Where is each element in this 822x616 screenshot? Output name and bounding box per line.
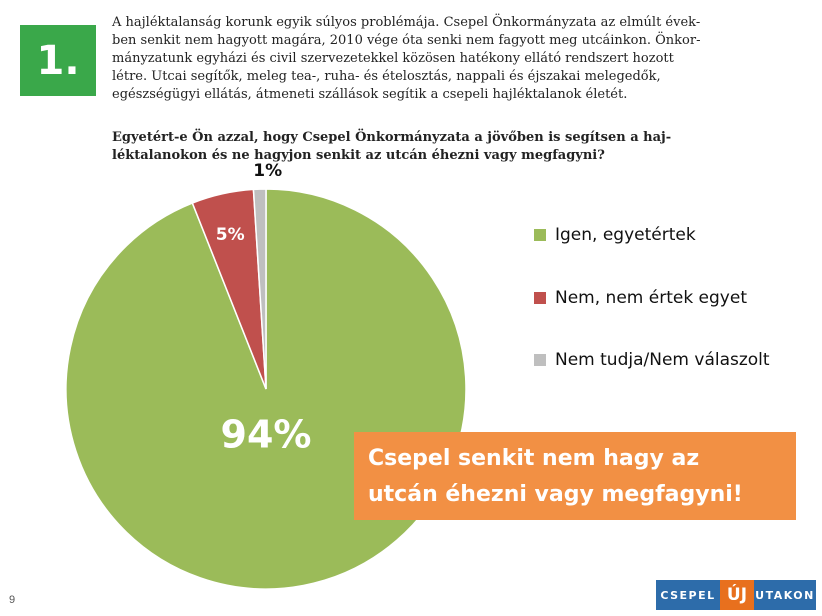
survey-question: Egyetért-e Ön azzal, hogy Csepel Önkormá… [112,129,788,165]
legend-item-nem: Nem, nem értek egyet [534,285,747,311]
question-number-badge: 1. [20,25,96,96]
question-line: Egyetért-e Ön azzal, hogy Csepel Önkormá… [112,130,672,145]
page-number: 9 [9,594,16,606]
pie-data-label: 1% [253,161,282,181]
callout-banner: Csepel senkit nem hagy az utcán éhezni v… [354,432,796,520]
callout-line: utcán éhezni vagy megfagyni! [368,482,743,507]
intro-line: ben senkit nem hagyott magára, 2010 vége… [112,33,701,48]
pie-data-label: 5% [216,225,245,245]
legend-item-nem-tudja: Nem tudja/Nem válaszolt [534,347,770,373]
legend-item-igen: Igen, egyetértek [534,222,696,248]
question-line: léktalanokon és ne hagyjon senkit az utc… [112,148,605,163]
intro-line: létre. Utcai segítők, meleg tea-, ruha- … [112,69,661,84]
brand-middle-text: ÚJ [720,580,754,610]
pie-slices [65,188,467,590]
legend-swatch-nem [534,292,546,304]
legend-label-nem-tudja: Nem tudja/Nem válaszolt [555,350,770,370]
legend-swatch-igen [534,229,546,241]
pie-labels: 94% 5% 1% [216,161,312,456]
intro-line: egészségügyi ellátás, átmeneti szállások… [112,87,628,102]
callout-line: Csepel senkit nem hagy az [368,446,700,471]
pie-slice [252,188,267,390]
intro-line: A hajléktalanság korunk egyik súlyos pro… [112,15,701,30]
brand-logo: CSEPEL ÚJ UTAKON [656,580,816,610]
legend-label-nem: Nem, nem értek egyet [555,288,747,308]
intro-text: A hajléktalanság korunk egyik súlyos pro… [112,14,788,104]
question-number: 1. [36,37,80,84]
brand-right-text: UTAKON [754,580,816,610]
legend-label-igen: Igen, egyetértek [555,225,696,245]
brand-left-text: CSEPEL [656,580,720,610]
legend-swatch-nem-tudja [534,354,546,366]
pie-data-label: 94% [221,413,312,457]
intro-line: mányzatunk egyházi és civil szervezetekk… [112,51,674,66]
